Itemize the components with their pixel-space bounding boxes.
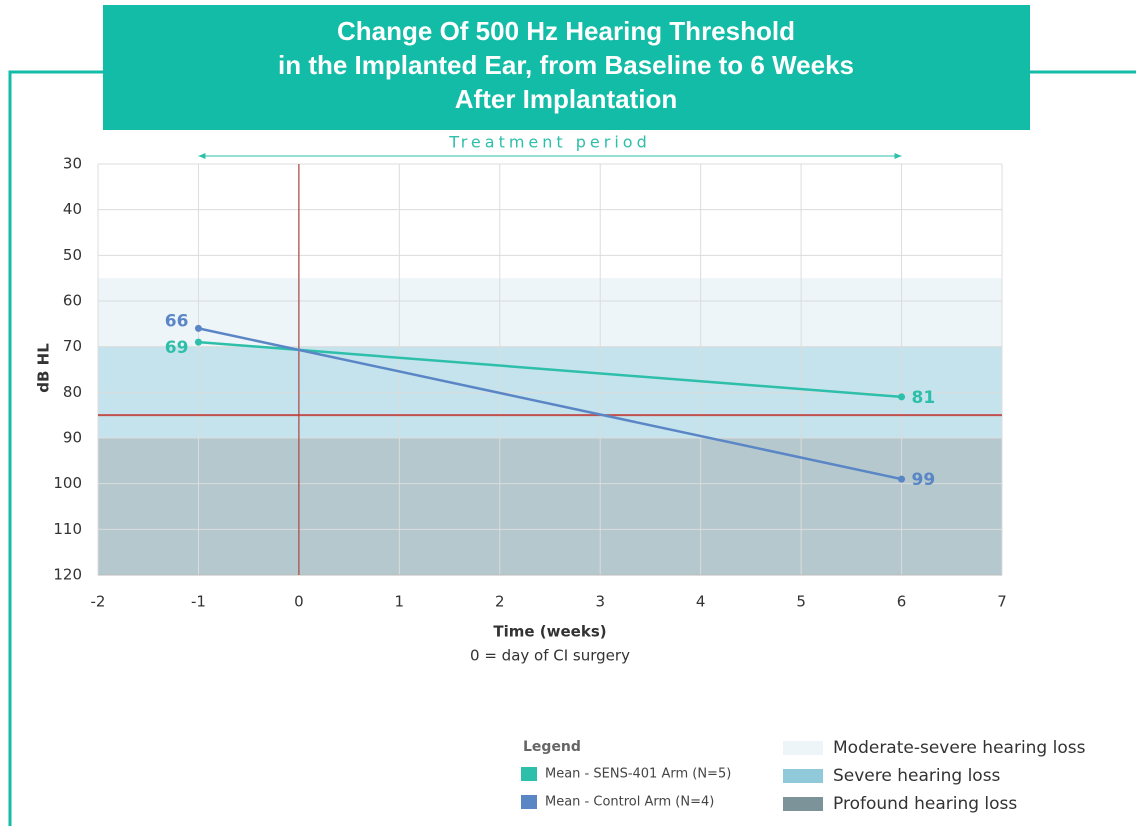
legend-swatch	[783, 797, 823, 811]
y-tick-label: 50	[63, 246, 82, 264]
y-tick-label: 80	[63, 383, 82, 401]
y-tick-label: 90	[63, 429, 82, 447]
legend-label: Mean - Control Arm (N=4)	[545, 795, 714, 810]
x-tick-label: 2	[495, 593, 505, 611]
y-tick-label: 70	[63, 337, 82, 355]
data-label: 99	[912, 470, 936, 490]
legend-label: Moderate-severe hearing loss	[833, 738, 1086, 758]
legend-title: Legend	[523, 739, 581, 755]
band	[98, 278, 1002, 347]
data-point	[898, 475, 906, 483]
x-tick-label: 3	[595, 593, 605, 611]
frame	[8, 70, 1136, 826]
legend-swatch	[783, 769, 823, 783]
y-tick-label: 110	[53, 520, 82, 538]
series-line	[198, 340, 902, 399]
data-point	[194, 338, 202, 346]
annotation-text: Treatment period	[448, 133, 650, 152]
series-line	[198, 327, 902, 481]
legend-swatch	[521, 795, 537, 809]
x-tick-label: 7	[997, 593, 1007, 611]
data-label: 66	[165, 311, 189, 331]
y-axis-label: dB HL	[35, 343, 53, 393]
y-tick-label: 100	[53, 474, 82, 492]
x-tick-label: -2	[91, 593, 106, 611]
legend-label: Mean - SENS-401 Arm (N=5)	[545, 767, 731, 782]
legend-label: Severe hearing loss	[833, 766, 1001, 786]
chart-title: After Implantation	[455, 84, 677, 114]
legend-swatch	[521, 767, 537, 781]
x-axis-note: 0 = day of CI surgery	[470, 647, 630, 665]
band	[98, 438, 1002, 575]
x-tick-label: 5	[796, 593, 806, 611]
y-tick-label: 60	[63, 292, 82, 310]
chart-title: Change Of 500 Hz Hearing Threshold	[337, 16, 795, 46]
data-point	[898, 393, 906, 401]
x-tick-label: 6	[897, 593, 907, 611]
y-tick-label: 30	[63, 155, 82, 173]
data-point	[194, 324, 202, 332]
y-tick-label: 120	[53, 566, 82, 584]
x-axis-label: Time (weeks)	[493, 623, 606, 641]
title-box	[103, 5, 1030, 130]
legend-swatch	[783, 741, 823, 755]
legend-label: Profound hearing loss	[833, 794, 1017, 814]
y-tick-label: 40	[63, 200, 82, 218]
data-label: 81	[912, 388, 936, 408]
data-label: 69	[165, 338, 189, 358]
chart-title: in the Implanted Ear, from Baseline to 6…	[278, 50, 854, 80]
x-tick-label: 0	[294, 593, 304, 611]
x-tick-label: 4	[696, 593, 706, 611]
x-tick-label: 1	[395, 593, 405, 611]
x-tick-label: -1	[191, 593, 206, 611]
